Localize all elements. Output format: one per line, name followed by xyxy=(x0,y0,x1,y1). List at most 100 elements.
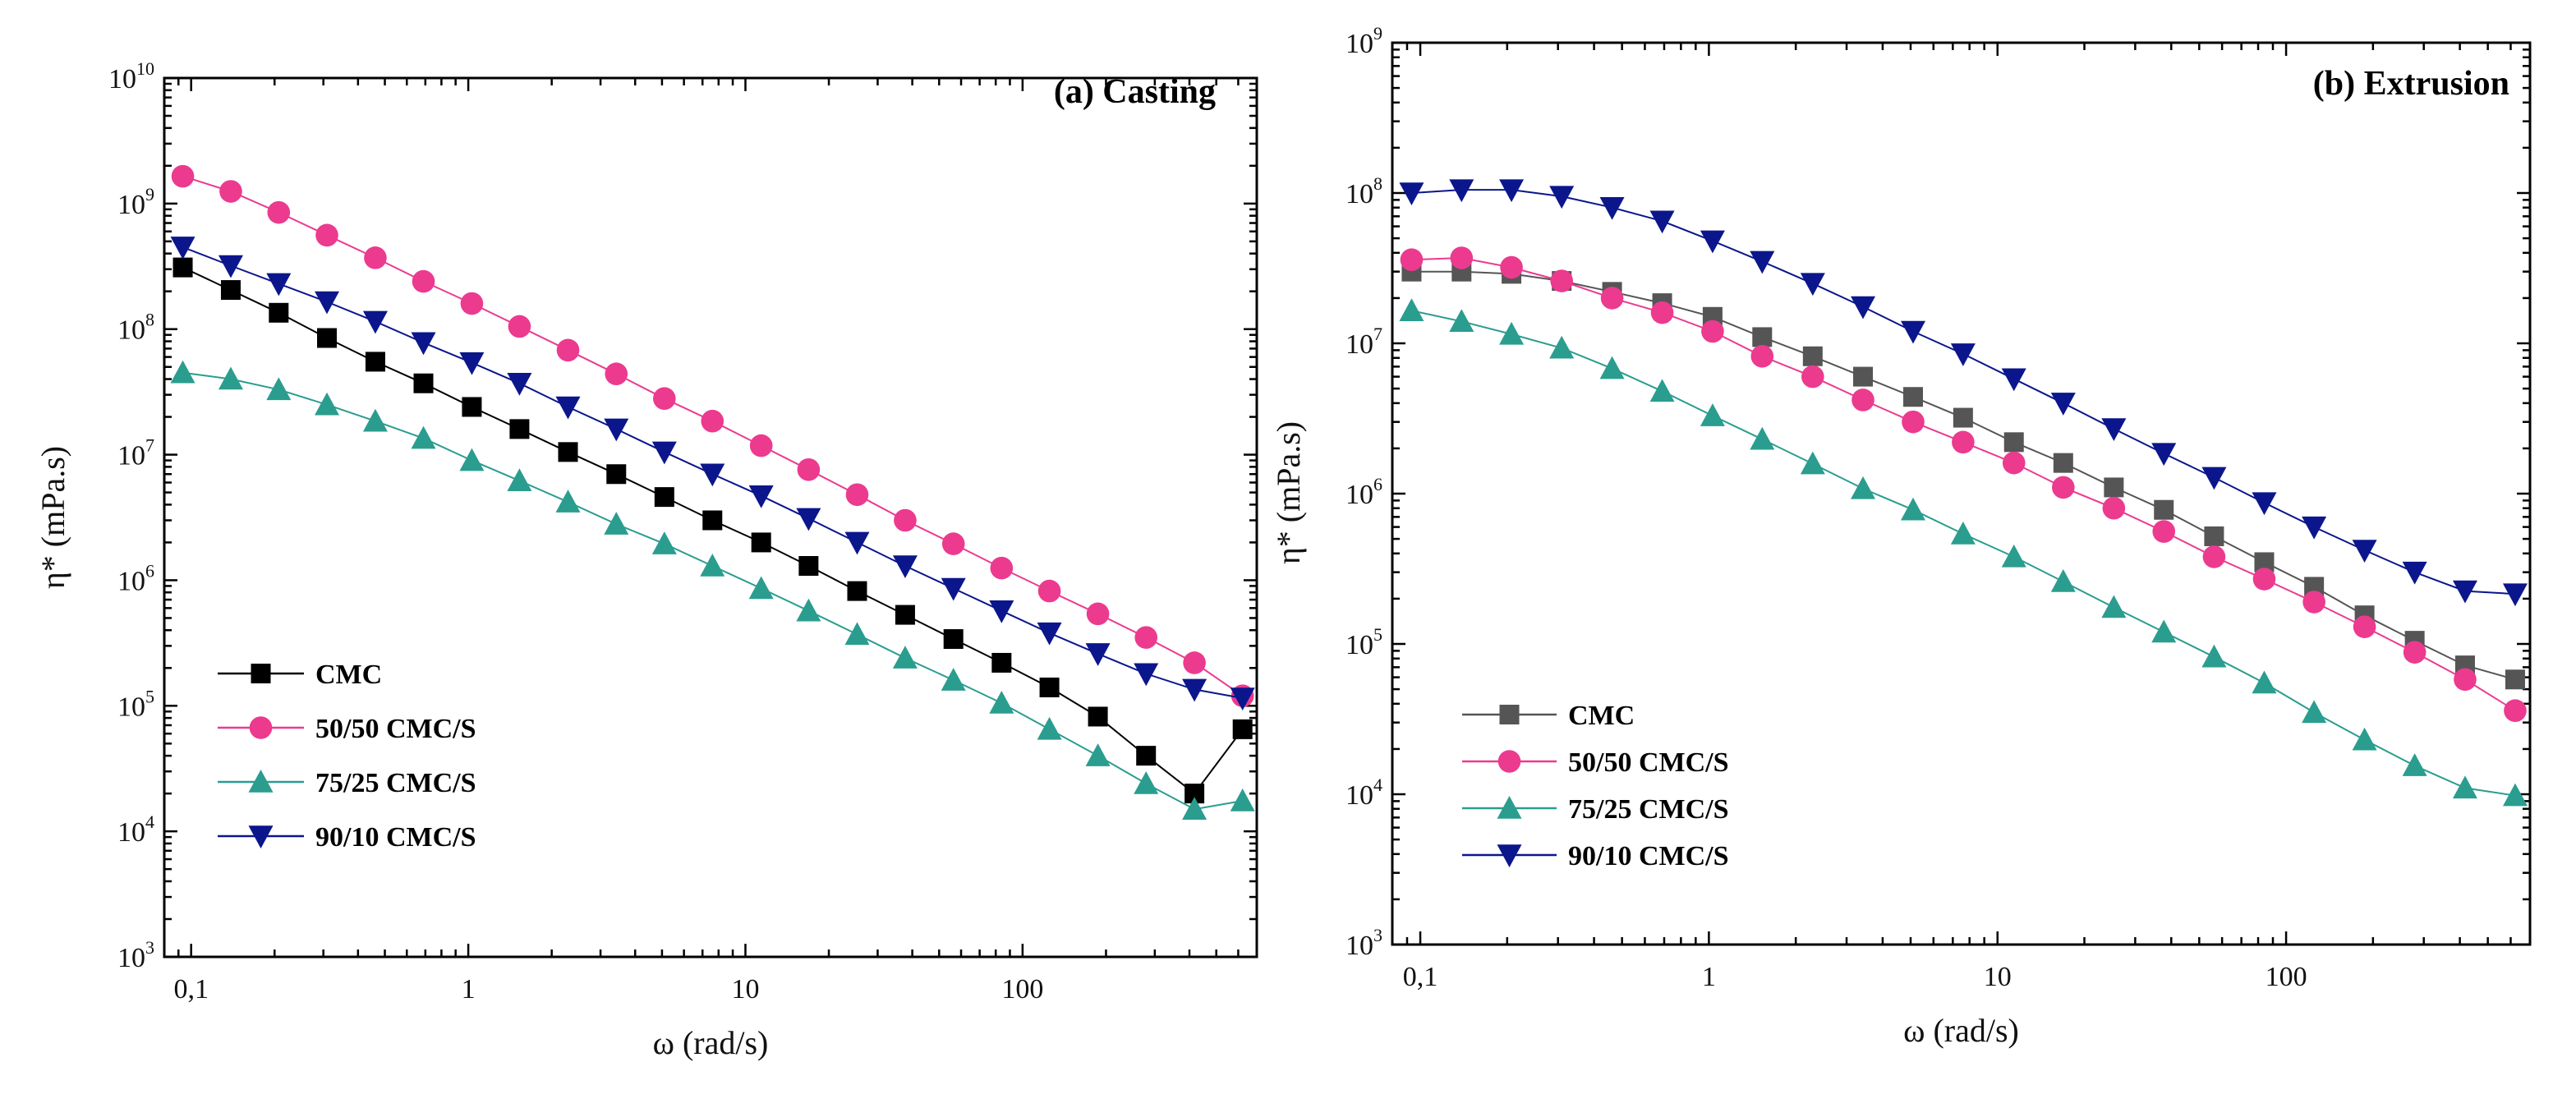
data-point xyxy=(267,200,291,224)
data-point xyxy=(1900,497,1925,521)
data-point xyxy=(411,425,436,449)
data-point xyxy=(1399,298,1424,321)
data-point xyxy=(1953,407,1973,428)
data-point xyxy=(1649,379,1675,402)
data-point xyxy=(2352,727,2377,751)
data-point xyxy=(1232,719,1253,739)
data-point xyxy=(892,555,918,579)
data-point xyxy=(1701,320,1724,343)
series-line xyxy=(1411,270,2516,681)
data-point xyxy=(2452,775,2477,799)
y-tick-label: 105 xyxy=(117,686,154,722)
data-point xyxy=(1650,301,1674,324)
data-point xyxy=(1400,248,1424,271)
data-point xyxy=(2001,368,2026,392)
data-point xyxy=(1952,430,1975,454)
data-point xyxy=(362,408,388,432)
plot-frame xyxy=(1391,41,2532,946)
legend-marker xyxy=(248,825,274,848)
data-point xyxy=(943,629,964,650)
data-point xyxy=(604,418,629,442)
data-point xyxy=(218,366,243,390)
data-point xyxy=(1649,210,1675,234)
data-point xyxy=(2101,595,2127,618)
data-point xyxy=(1085,743,1111,766)
series-90-10-cmc-s xyxy=(170,237,1255,711)
data-point xyxy=(1086,602,1110,626)
legend-marker xyxy=(1499,705,1520,724)
data-point xyxy=(991,652,1012,673)
data-point xyxy=(1183,651,1206,674)
data-point xyxy=(269,302,289,323)
legend-label: 75/25 CMC/S xyxy=(315,768,476,798)
data-point xyxy=(2101,418,2127,442)
data-point xyxy=(2001,544,2026,568)
data-point xyxy=(2302,516,2327,540)
data-point xyxy=(796,598,821,622)
data-point xyxy=(1450,246,1474,269)
legend-label: 75/25 CMC/S xyxy=(1568,794,1729,825)
data-point xyxy=(1750,251,1775,274)
data-point xyxy=(411,332,436,356)
data-point xyxy=(2352,540,2377,563)
data-point xyxy=(2505,669,2525,690)
data-point xyxy=(1399,182,1424,205)
legend-marker xyxy=(1497,796,1522,819)
x-tick-label: 0,1 xyxy=(1403,962,1438,992)
data-point xyxy=(701,409,724,433)
data-point xyxy=(2252,568,2276,591)
data-point xyxy=(653,387,676,411)
x-tick-label: 100 xyxy=(1001,974,1043,1005)
data-point xyxy=(1802,346,1823,366)
data-point xyxy=(1449,179,1474,203)
legend-label: CMC xyxy=(315,660,382,690)
data-point xyxy=(1600,287,1624,310)
legend-entry: 75/25 CMC/S xyxy=(1462,794,1729,825)
legend-label: CMC xyxy=(1568,701,1635,731)
data-point xyxy=(2201,467,2227,490)
data-point xyxy=(365,352,385,372)
y-tick-label: 107 xyxy=(1346,324,1382,360)
data-point xyxy=(941,532,965,555)
data-point xyxy=(606,464,627,485)
data-point xyxy=(702,510,723,531)
data-point xyxy=(1852,388,1874,411)
data-point xyxy=(2201,644,2227,668)
y-tick-label: 108 xyxy=(1346,173,1382,209)
data-point xyxy=(459,448,485,471)
data-point xyxy=(941,668,966,691)
data-point xyxy=(2252,670,2277,694)
y-axis-label: η* (mPa.s) xyxy=(34,446,71,589)
legend-entry: 50/50 CMC/S xyxy=(1462,747,1729,778)
y-tick-label: 105 xyxy=(1346,624,1382,660)
data-point xyxy=(797,457,821,481)
y-tick-label: 109 xyxy=(117,184,154,220)
data-point xyxy=(2003,432,2024,453)
data-point xyxy=(748,576,774,600)
data-point xyxy=(1801,365,1824,388)
data-point xyxy=(989,691,1014,714)
data-point xyxy=(700,463,725,487)
data-point xyxy=(413,373,434,393)
data-point xyxy=(749,434,773,457)
data-point xyxy=(170,237,196,260)
data-point xyxy=(508,315,531,338)
legend-entry: CMC xyxy=(1462,701,1635,731)
data-point xyxy=(315,392,340,416)
data-point xyxy=(1549,186,1575,209)
legend-marker xyxy=(1497,844,1522,867)
data-point xyxy=(941,577,966,601)
legend-entry: 90/10 CMC/S xyxy=(1462,841,1729,871)
data-point xyxy=(1136,746,1157,766)
data-point xyxy=(555,396,581,420)
panel-casting: 0,1 1 10 100 103 104 105 106 107 108 109 1010 ω (rad… xyxy=(34,58,1258,1061)
data-point xyxy=(1599,356,1625,379)
data-point xyxy=(1230,788,1255,811)
legend-label: 50/50 CMC/S xyxy=(1568,747,1729,778)
legend-marker xyxy=(249,716,273,739)
data-point xyxy=(2502,583,2528,607)
y-tick-label: 107 xyxy=(117,435,154,471)
data-point xyxy=(651,441,677,465)
legend-marker xyxy=(251,664,271,683)
legend-marker xyxy=(248,770,274,793)
